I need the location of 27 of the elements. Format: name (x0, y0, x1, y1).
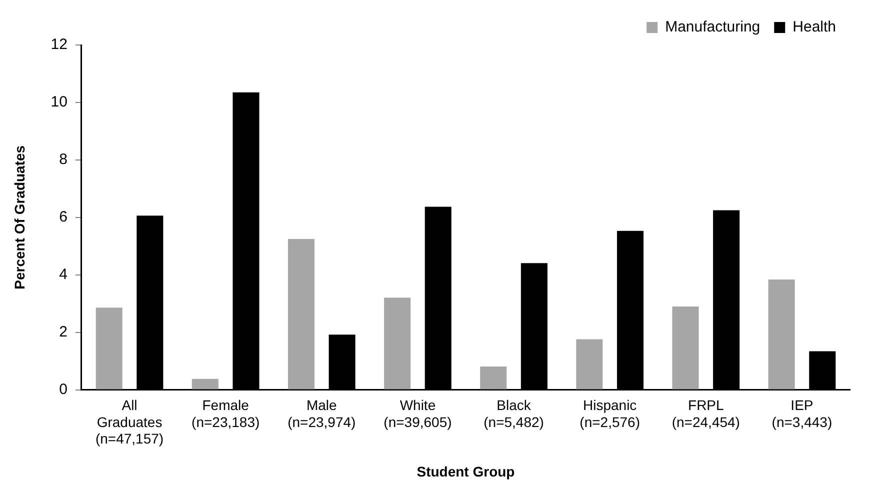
bar (768, 279, 795, 390)
x-tick-label: FRPL (n=24,454) (672, 397, 740, 430)
y-tick-label: 8 (59, 151, 68, 168)
bar (96, 308, 122, 390)
y-tick-label: 2 (59, 323, 68, 340)
x-tick-label: Black (n=5,482) (484, 397, 544, 430)
bar (672, 306, 699, 390)
y-tick-label: 4 (59, 266, 68, 284)
y-tick-label: 0 (59, 380, 68, 398)
legend-label: Manufacturing (665, 18, 760, 36)
y-tick-label: 10 (50, 94, 68, 111)
bar (576, 339, 603, 390)
bar (288, 238, 314, 390)
bar (384, 298, 411, 390)
x-tick-label: All Graduates (n=47,157) (95, 397, 164, 447)
y-tick-label: 12 (50, 36, 68, 54)
x-tick-label: Female (n=23,183) (192, 397, 260, 430)
y-tick-label: 6 (59, 208, 68, 226)
x-tick-label: White (n=39,605) (384, 397, 452, 430)
bar (480, 366, 507, 390)
legend-label: Health (792, 18, 836, 36)
x-tick-label: Male (n=23,974) (288, 397, 356, 430)
y-axis-title: Percent Of Graduates (11, 145, 28, 290)
x-axis-title: Student Group (416, 463, 515, 480)
x-tick-label: IEP (n=3,443) (772, 397, 832, 430)
bar (192, 378, 218, 390)
x-tick-label: Hispanic (n=2,576) (580, 397, 640, 430)
